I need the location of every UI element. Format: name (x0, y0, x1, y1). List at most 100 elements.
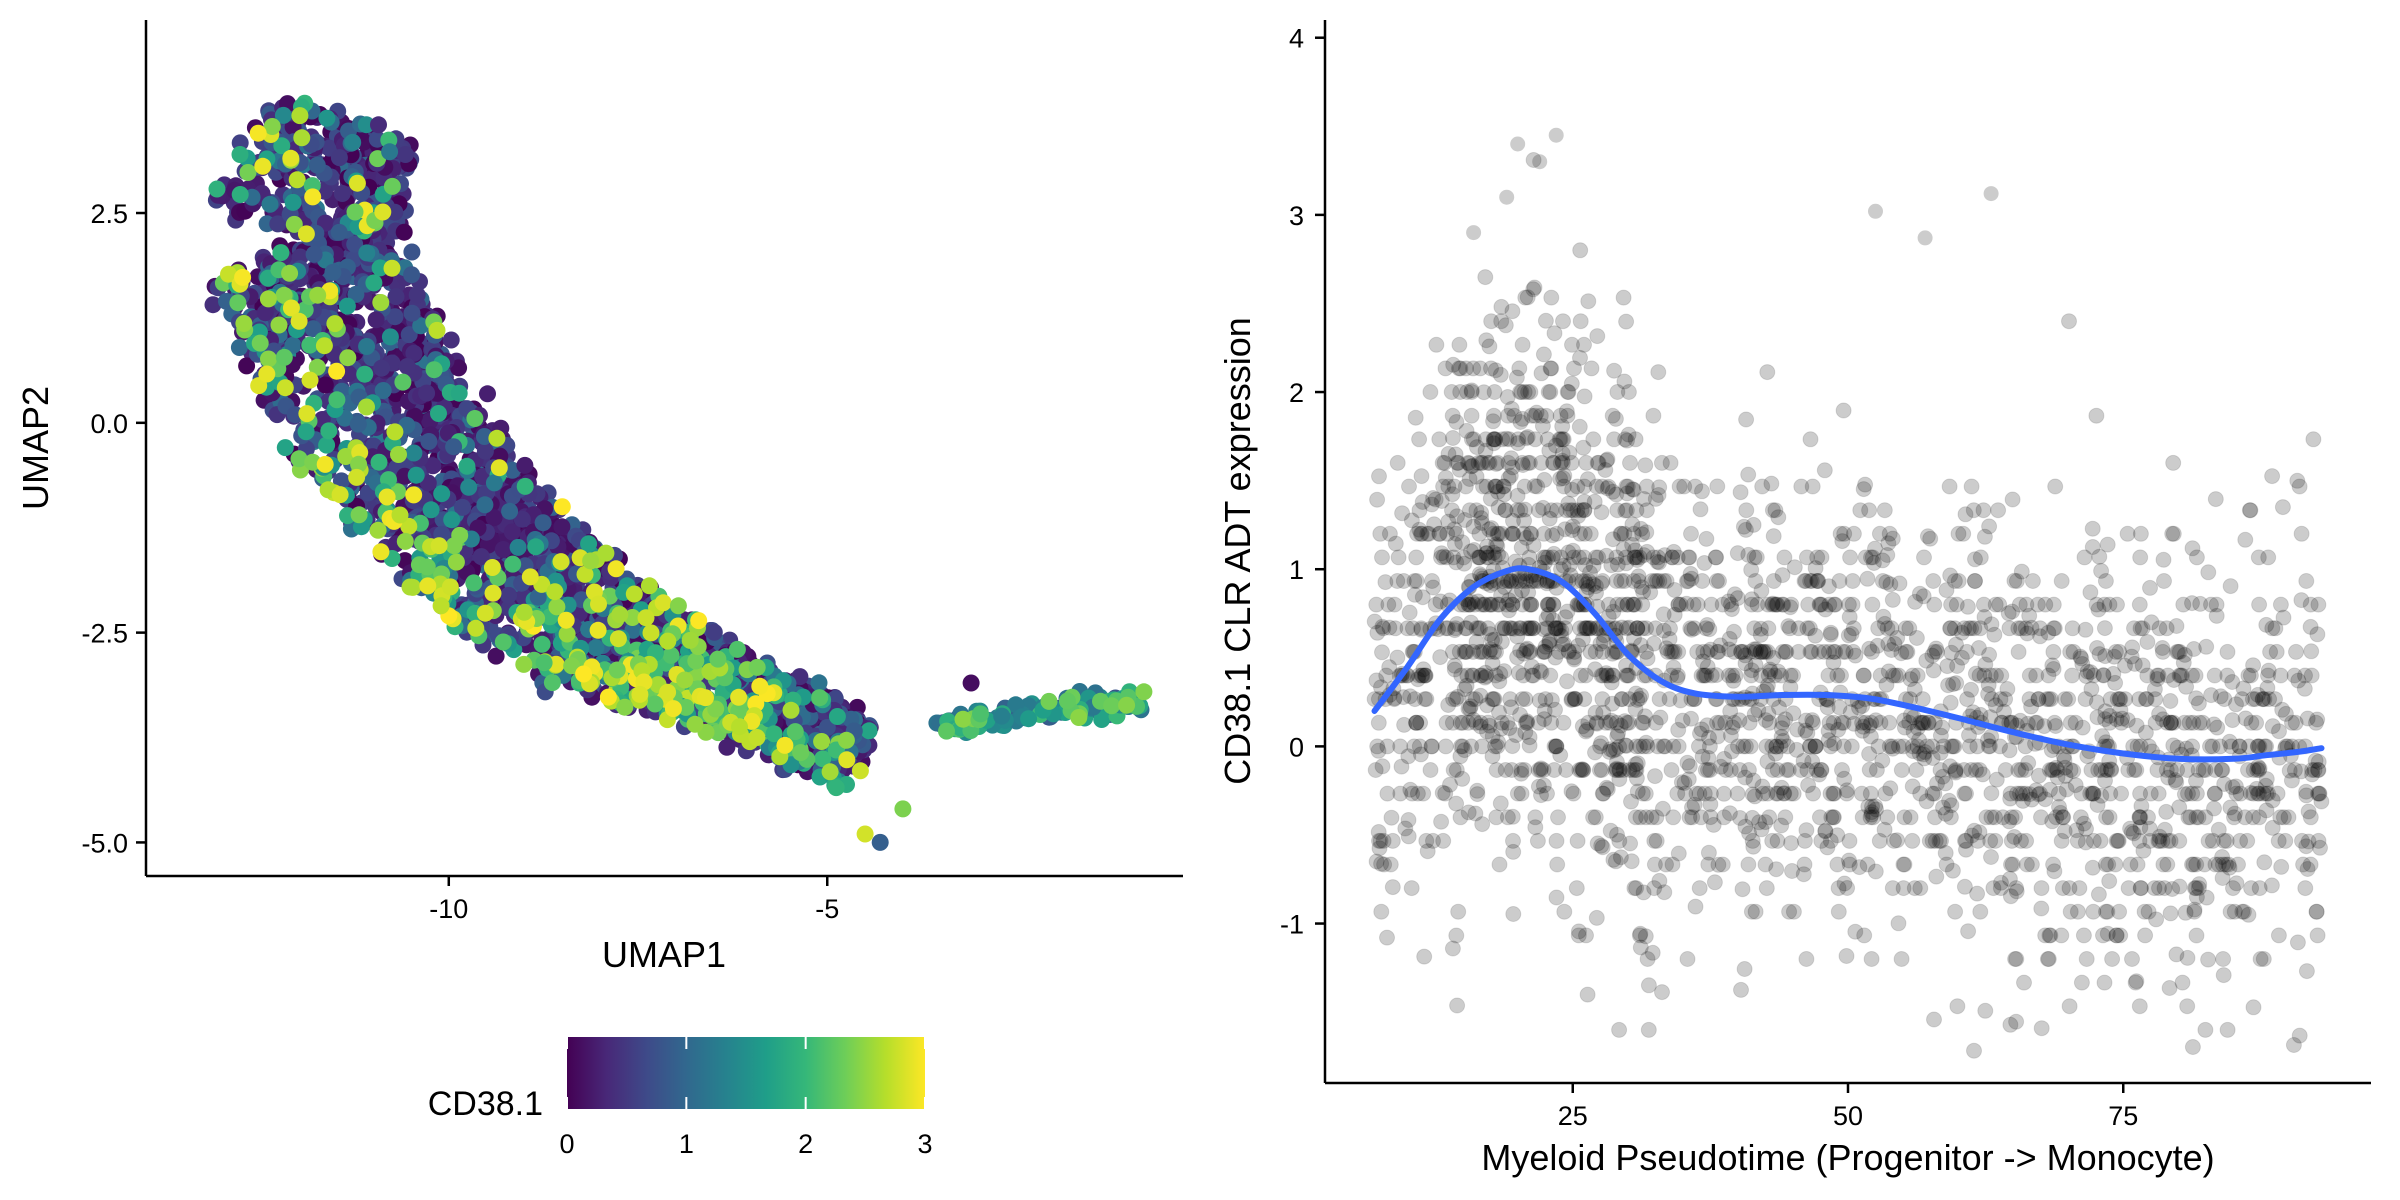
pseudotime-point (1550, 809, 1566, 826)
umap-point (318, 109, 336, 127)
pseudotime-point (2008, 883, 2025, 900)
pseudotime-point (1890, 915, 1907, 932)
umap-point (419, 474, 437, 492)
umap-point (792, 744, 810, 762)
pseudotime-point (1530, 502, 1547, 519)
pseudotime-point (1479, 723, 1495, 740)
pseudotime-point (2228, 696, 2244, 713)
umap-point (398, 358, 416, 375)
pseudotime-point (2053, 573, 2070, 589)
pseudotime-point (1683, 525, 1699, 542)
pseudotime-point (1618, 313, 1635, 330)
pseudotime-point (1505, 843, 1522, 860)
umap-point (204, 296, 222, 314)
umap-point (609, 630, 627, 648)
pseudotime-point (1555, 714, 1572, 731)
pseudotime-point (2180, 785, 2196, 802)
pseudotime-point (1708, 549, 1725, 566)
umap-point (677, 698, 695, 716)
pseudotime-point (2078, 951, 2095, 967)
pseudotime-point (1884, 591, 1901, 608)
pseudotime-point (2298, 573, 2315, 589)
umap-point (418, 558, 436, 576)
umap-point (728, 640, 746, 658)
pseudotime-point (1406, 738, 1423, 755)
pseudotime-point (1535, 346, 1552, 363)
pseudotime-point (2033, 880, 2050, 897)
pseudotime-point (1993, 874, 2009, 891)
pseudotime-point (2216, 776, 2233, 792)
umap-point (472, 548, 490, 566)
pseudotime-point (2085, 903, 2102, 920)
pseudotime-point (1411, 431, 1428, 448)
pseudotime-point (1679, 951, 1696, 967)
pseudotime-point (2293, 525, 2310, 542)
pseudotime-point (1609, 826, 1625, 843)
umap-x-tick-label: -10 (429, 894, 468, 924)
pseudotime-point (1729, 785, 1746, 802)
umap-point (818, 719, 836, 736)
pseudotime-point (1577, 573, 1593, 589)
pseudotime-point (1448, 927, 1465, 944)
pseudotime-point (2062, 903, 2079, 920)
pseudotime-point (1970, 640, 1987, 656)
umap-point (386, 203, 404, 221)
pseudotime-point (1884, 880, 1901, 897)
umap-point (357, 116, 375, 134)
pseudotime-point (1991, 596, 2008, 613)
pseudotime-point (1435, 832, 1452, 849)
pseudotime-point (2271, 723, 2287, 740)
umap-point (304, 453, 322, 471)
umap-point (1135, 683, 1153, 701)
umap-point (483, 559, 501, 576)
pseudotime-point (1976, 528, 1993, 545)
pseudotime-point (2176, 714, 2193, 731)
pseudotime-point (1974, 766, 1991, 783)
pseudotime-point (1937, 805, 1954, 822)
umap-point (503, 523, 521, 541)
pseudotime-point (2296, 680, 2313, 697)
pseudotime-point (1495, 478, 1512, 495)
pseudotime-point (1680, 771, 1697, 788)
pseudotime-point (1514, 457, 1531, 473)
pseudotime-point (1452, 748, 1469, 765)
umap-point (378, 488, 396, 506)
pseudotime-point (1959, 598, 1976, 615)
umap-point (1020, 710, 1038, 728)
pseudotime-point (1822, 785, 1839, 802)
umap-y-ticks: 2.50.0-2.5-5.0 (81, 199, 146, 858)
umap-point (308, 156, 326, 174)
umap-point (400, 326, 418, 344)
umap-point (669, 597, 687, 615)
pseudotime-point (1691, 880, 1708, 897)
umap-point (516, 456, 534, 474)
pseudotime-point (1747, 573, 1764, 589)
pseudotime-point (2047, 478, 2064, 495)
umap-point (358, 338, 376, 355)
pseudotime-point (1716, 809, 1733, 826)
pseudotime-point (1637, 457, 1654, 474)
pseudotime-point (1859, 570, 1876, 587)
pseudotime-point (1907, 593, 1924, 610)
umap-point (972, 705, 989, 723)
umap-x-tick-label: -5 (815, 894, 839, 924)
pseudotime-point (1783, 835, 1800, 852)
umap-point (687, 652, 705, 670)
umap-point (553, 518, 571, 536)
pseudotime-point (1890, 667, 1907, 684)
umap-point (654, 594, 672, 612)
pseudotime-point (1401, 604, 1418, 621)
umap-point (625, 585, 643, 603)
pseudotime-point (2097, 648, 2114, 665)
pseudotime-point (1560, 384, 1577, 400)
pseudotime-point (1428, 336, 1445, 353)
umap-point (546, 583, 564, 601)
umap-point (838, 751, 856, 769)
pseudotime-point (1773, 720, 1790, 737)
pseudotime-point (1864, 596, 1881, 613)
pseudotime-point (2275, 609, 2292, 626)
pseudotime-point (1672, 596, 1689, 613)
pseudotime-point (1575, 762, 1591, 778)
umap-point (476, 496, 494, 514)
umap-point (465, 574, 483, 592)
